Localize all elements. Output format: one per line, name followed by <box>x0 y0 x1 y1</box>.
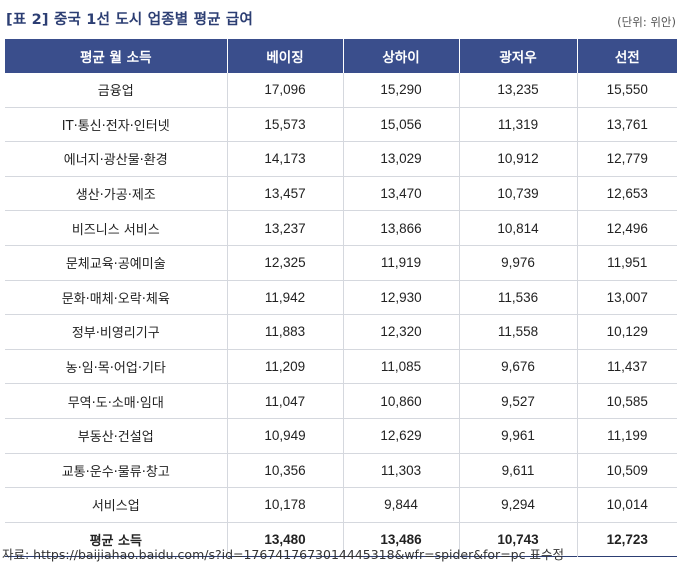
beijing-cell: 10,178 <box>227 487 344 523</box>
guangzhou-cell: 9,961 <box>459 418 578 454</box>
beijing-cell: 10,949 <box>227 418 344 454</box>
category-cell: 부동산·건설업 <box>5 418 228 454</box>
category-cell: IT·통신·전자·인터넷 <box>5 107 228 143</box>
table-row: 문화·매체·오락·체육 11,942 12,930 11,536 13,007 <box>5 280 677 316</box>
table-row: 무역·도·소매·임대 11,047 10,860 9,527 10,585 <box>5 383 677 419</box>
average-shenzhen-cell: 12,723 <box>577 521 677 557</box>
table-row: 농·임·목·어업·기타 11,209 11,085 9,676 11,437 <box>5 349 677 385</box>
table-row: 에너지·광산물·환경 14,173 13,029 10,912 12,779 <box>5 141 677 177</box>
shanghai-cell: 13,029 <box>343 141 460 177</box>
guangzhou-cell: 9,294 <box>459 487 578 523</box>
guangzhou-cell: 9,676 <box>459 349 578 385</box>
table-row: 정부·비영리기구 11,883 12,320 11,558 10,129 <box>5 314 677 350</box>
guangzhou-cell: 11,319 <box>459 107 578 143</box>
guangzhou-cell: 10,912 <box>459 141 578 177</box>
beijing-cell: 11,883 <box>227 314 344 350</box>
shanghai-cell: 11,919 <box>343 245 460 281</box>
category-cell: 생산·가공·제조 <box>5 176 228 212</box>
table-caption: [표 2] 중국 1선 도시 업종별 평균 급여 (단위: 위안) <box>6 4 678 34</box>
shenzhen-cell: 13,761 <box>577 107 677 143</box>
category-cell: 문체교육·공예미술 <box>5 245 228 281</box>
guangzhou-cell: 10,814 <box>459 210 578 246</box>
beijing-cell: 13,237 <box>227 210 344 246</box>
category-cell: 문화·매체·오락·체육 <box>5 280 228 316</box>
shanghai-cell: 15,290 <box>343 73 460 108</box>
category-cell: 무역·도·소매·임대 <box>5 383 228 419</box>
shenzhen-cell: 11,951 <box>577 245 677 281</box>
guangzhou-cell: 11,558 <box>459 314 578 350</box>
shanghai-cell: 13,866 <box>343 210 460 246</box>
table-row: IT·통신·전자·인터넷 15,573 15,056 11,319 13,761 <box>5 107 677 143</box>
header-guangzhou: 광저우 <box>459 39 578 73</box>
shenzhen-cell: 12,496 <box>577 210 677 246</box>
guangzhou-cell: 9,611 <box>459 453 578 489</box>
shenzhen-cell: 15,550 <box>577 73 677 108</box>
shanghai-cell: 15,056 <box>343 107 460 143</box>
category-cell: 서비스업 <box>5 487 228 523</box>
table-row: 비즈니스 서비스 13,237 13,866 10,814 12,496 <box>5 210 677 246</box>
shenzhen-cell: 11,437 <box>577 349 677 385</box>
beijing-cell: 11,942 <box>227 280 344 316</box>
average-shanghai-cell: 13,486 <box>343 521 460 557</box>
guangzhou-cell: 9,527 <box>459 383 578 419</box>
header-beijing: 베이징 <box>227 39 344 73</box>
beijing-cell: 10,356 <box>227 453 344 489</box>
shenzhen-cell: 13,007 <box>577 280 677 316</box>
salary-table: 평균 월 소득 베이징 상하이 광저우 선전 금융업 17,096 15,290 13… <box>5 39 677 558</box>
beijing-cell: 17,096 <box>227 73 344 108</box>
category-cell: 교통·운수·물류·창고 <box>5 453 228 489</box>
header-shenzhen: 선전 <box>577 39 677 73</box>
shanghai-cell: 11,085 <box>343 349 460 385</box>
category-cell: 에너지·광산물·환경 <box>5 141 228 177</box>
shenzhen-cell: 10,585 <box>577 383 677 419</box>
shenzhen-cell: 10,509 <box>577 453 677 489</box>
table-row: 금융업 17,096 15,290 13,235 15,550 <box>5 73 677 108</box>
shanghai-cell: 12,320 <box>343 314 460 350</box>
average-beijing-cell: 13,480 <box>227 521 344 557</box>
beijing-cell: 14,173 <box>227 141 344 177</box>
average-guangzhou-cell: 10,743 <box>459 521 578 557</box>
beijing-cell: 11,209 <box>227 349 344 385</box>
guangzhou-cell: 9,976 <box>459 245 578 281</box>
beijing-cell: 11,047 <box>227 383 344 419</box>
shenzhen-cell: 10,129 <box>577 314 677 350</box>
shanghai-cell: 12,629 <box>343 418 460 454</box>
category-cell: 금융업 <box>5 73 228 108</box>
table-row: 서비스업 10,178 9,844 9,294 10,014 <box>5 487 677 523</box>
category-cell: 비즈니스 서비스 <box>5 210 228 246</box>
table-row: 교통·운수·물류·창고 10,356 11,303 9,611 10,509 <box>5 453 677 489</box>
shanghai-cell: 13,470 <box>343 176 460 212</box>
beijing-cell: 12,325 <box>227 245 344 281</box>
shanghai-cell: 11,303 <box>343 453 460 489</box>
guangzhou-cell: 11,536 <box>459 280 578 316</box>
beijing-cell: 15,573 <box>227 107 344 143</box>
shenzhen-cell: 10,014 <box>577 487 677 523</box>
header-shanghai: 상하이 <box>343 39 460 73</box>
guangzhou-cell: 10,739 <box>459 176 578 212</box>
average-category-cell: 평균 소득 <box>5 521 228 557</box>
shenzhen-cell: 11,199 <box>577 418 677 454</box>
header-category: 평균 월 소득 <box>5 39 228 73</box>
table-row: 문체교육·공예미술 12,325 11,919 9,976 11,951 <box>5 245 677 281</box>
category-cell: 농·임·목·어업·기타 <box>5 349 228 385</box>
shanghai-cell: 10,860 <box>343 383 460 419</box>
table-title: [표 2] 중국 1선 도시 업종별 평균 급여 <box>6 12 253 28</box>
table-row: 생산·가공·제조 13,457 13,470 10,739 12,653 <box>5 176 677 212</box>
header-row: 평균 월 소득 베이징 상하이 광저우 선전 <box>5 39 677 73</box>
shanghai-cell: 9,844 <box>343 487 460 523</box>
shenzhen-cell: 12,779 <box>577 141 677 177</box>
source-note: 자료: https://baijiahao.baidu.com/s?id=176… <box>2 547 564 562</box>
table-row: 부동산·건설업 10,949 12,629 9,961 11,199 <box>5 418 677 454</box>
average-row: 평균 소득 13,480 13,486 10,743 12,723 <box>5 521 677 557</box>
shenzhen-cell: 12,653 <box>577 176 677 212</box>
category-cell: 정부·비영리기구 <box>5 314 228 350</box>
unit-note: (단위: 위안) <box>617 15 676 29</box>
beijing-cell: 13,457 <box>227 176 344 212</box>
guangzhou-cell: 13,235 <box>459 73 578 108</box>
shanghai-cell: 12,930 <box>343 280 460 316</box>
